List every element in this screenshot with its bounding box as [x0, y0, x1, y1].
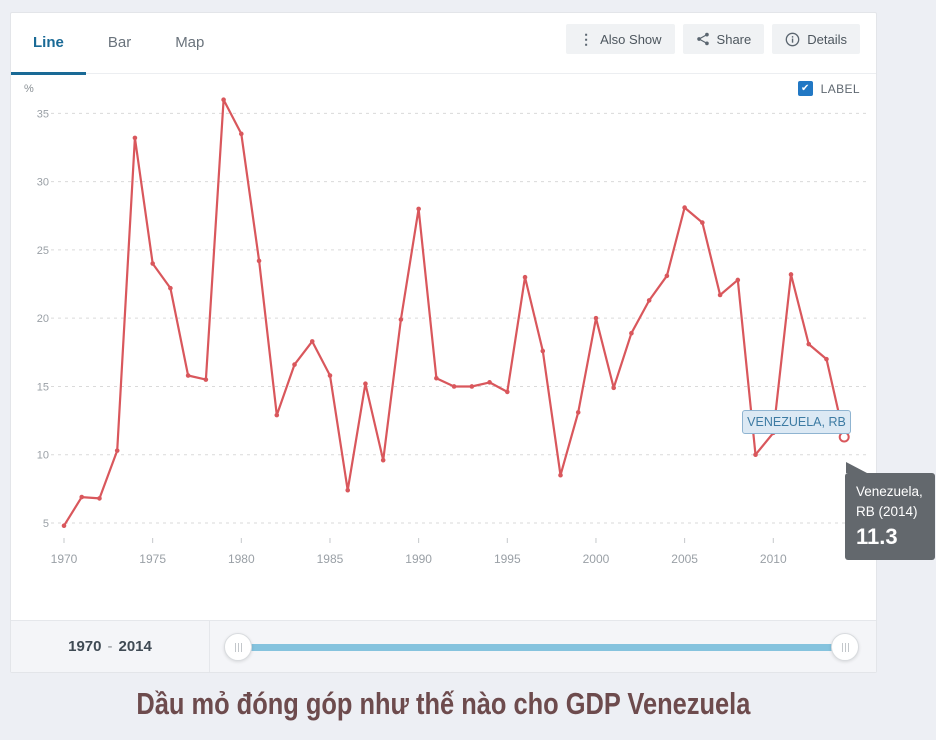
also-show-button[interactable]: ⋮ Also Show: [566, 24, 675, 54]
slider-track[interactable]: [238, 644, 845, 651]
datapoint-tooltip: Venezuela, RB (2014) 11.3: [845, 462, 935, 561]
tooltip-arrow: [846, 462, 867, 473]
svg-text:5: 5: [43, 518, 49, 530]
share-icon: [696, 32, 710, 46]
svg-text:30: 30: [37, 177, 49, 189]
label-checkbox[interactable]: ✔: [797, 81, 813, 96]
y-axis-unit-label: %: [24, 83, 34, 95]
share-button[interactable]: Share: [682, 24, 765, 54]
vertical-ellipsis-icon: ⋮: [579, 31, 594, 47]
label-toggle[interactable]: ✔ LABEL: [797, 81, 860, 96]
toolbar: ⋮ Also Show Share Det: [566, 24, 860, 54]
share-label: Share: [716, 31, 752, 47]
tab-bar-chart[interactable]: Bar: [107, 34, 132, 51]
svg-text:35: 35: [37, 108, 49, 120]
data-line: [63, 98, 846, 527]
tab-line[interactable]: Line: [11, 13, 86, 75]
page-title-text: Dầu mỏ đóng góp như thế nào cho GDP Vene…: [136, 686, 751, 721]
range-end-year: 2014: [118, 638, 152, 655]
svg-text:15: 15: [37, 381, 49, 393]
label-checkbox-text: LABEL: [820, 81, 860, 96]
chart-widget-card: Line Bar Map ⋮ Also Show Share: [10, 12, 935, 673]
svg-text:1980: 1980: [228, 552, 255, 566]
x-axis: 1970 1975 1980 1985 1990 1995 2000 2005 2010: [51, 538, 787, 566]
svg-text:25: 25: [37, 245, 49, 257]
svg-text:1975: 1975: [139, 552, 166, 566]
svg-text:1995: 1995: [494, 552, 521, 566]
tooltip-country: Venezuela,: [856, 484, 923, 499]
slider-handle-start[interactable]: [224, 633, 252, 661]
also-show-label: Also Show: [600, 31, 662, 47]
tab-bar: Line Bar Map: [11, 13, 876, 75]
data-points: [61, 97, 829, 529]
handle-grip-icon: [234, 642, 236, 652]
page-title: Dầu mỏ đóng góp như thế nào cho GDP Vene…: [10, 686, 877, 722]
svg-text:20: 20: [37, 313, 49, 325]
info-icon: [785, 32, 800, 47]
tab-map[interactable]: Map: [175, 34, 205, 51]
handle-grip-icon: [841, 642, 843, 652]
time-slider-panel: 1970 - 2014: [11, 620, 876, 672]
tooltip-value: 11.3: [856, 524, 898, 550]
year-range-label: 1970 - 2014: [11, 621, 209, 672]
line-chart[interactable]: 5 10 15 20 25 30 35 1970 1975 1980 1985 1990 1995 200…: [11, 13, 878, 623]
svg-text:1985: 1985: [317, 552, 344, 566]
svg-text:2000: 2000: [583, 552, 610, 566]
svg-text:2010: 2010: [760, 552, 787, 566]
svg-text:1990: 1990: [405, 552, 432, 566]
gridlines: 5 10 15 20 25 30 35: [37, 108, 869, 530]
slider-handle-end[interactable]: [831, 633, 859, 661]
range-separator: -: [107, 638, 113, 655]
svg-text:2005: 2005: [671, 552, 698, 566]
details-button[interactable]: Details: [772, 24, 860, 54]
series-label-venezuela[interactable]: VENEZUELA, RB: [742, 410, 851, 434]
svg-text:10: 10: [37, 450, 49, 462]
details-label: Details: [807, 31, 847, 47]
range-start-year: 1970: [68, 638, 102, 655]
svg-text:1970: 1970: [51, 552, 78, 566]
panel-divider: [209, 621, 210, 672]
tooltip-year: RB (2014): [856, 503, 918, 519]
